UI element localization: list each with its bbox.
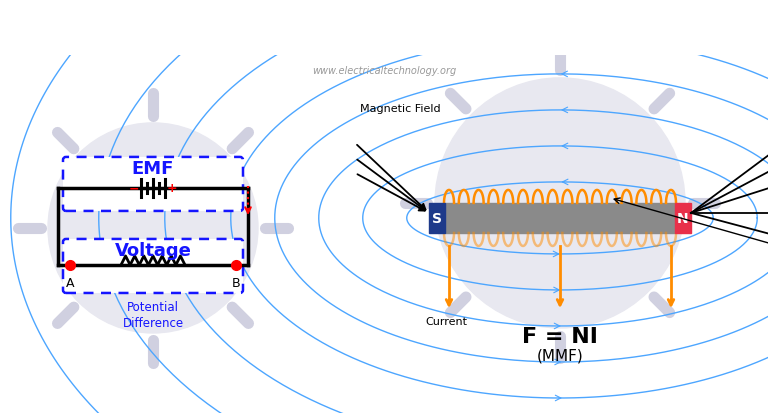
Text: (MMF): (MMF)	[537, 348, 584, 363]
Bar	[429, 204, 445, 233]
FancyBboxPatch shape	[63, 157, 243, 211]
Text: Magnetic Field: Magnetic Field	[360, 104, 441, 114]
Text: A: A	[66, 276, 74, 289]
Text: +: +	[167, 182, 177, 195]
Circle shape	[435, 79, 685, 328]
Text: www.electricaltechnology.org: www.electricaltechnology.org	[312, 66, 456, 76]
Text: −: −	[129, 182, 139, 195]
Circle shape	[48, 123, 258, 333]
Text: B: B	[232, 276, 240, 289]
Text: Potential
Difference: Potential Difference	[122, 300, 184, 329]
Bar	[675, 204, 691, 233]
Text: Current: Current	[425, 316, 467, 326]
Text: Difference Between EMF and MMF: Difference Between EMF and MMF	[116, 14, 652, 42]
Bar	[445, 204, 675, 233]
FancyBboxPatch shape	[63, 240, 243, 293]
Text: S: S	[432, 211, 442, 225]
Text: EMF: EMF	[132, 159, 174, 178]
Text: F = NI: F = NI	[522, 326, 598, 346]
Text: N: N	[677, 211, 689, 225]
Text: Voltage: Voltage	[114, 241, 191, 259]
